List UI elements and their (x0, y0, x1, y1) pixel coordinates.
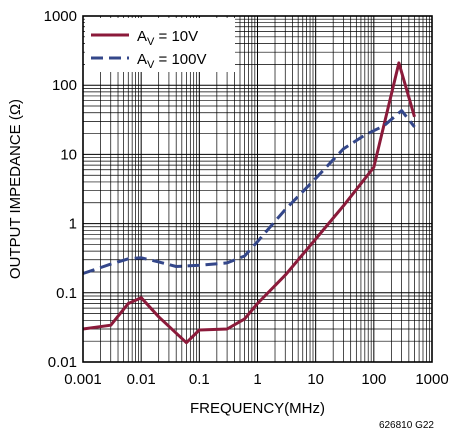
series-line-av-10v (82, 61, 416, 345)
legend: AV = 10V AV = 100V (85, 18, 235, 72)
legend-label: AV = 100V (137, 51, 207, 71)
x-tick-label: 0.01 (127, 371, 156, 388)
x-tick-label: 0.1 (189, 371, 210, 388)
y-tick-label: 1 (69, 216, 77, 233)
series-lines (82, 61, 416, 345)
series-line-av-100v (82, 109, 416, 275)
y-tick-label: 0.01 (48, 354, 77, 371)
x-tick-label: 1 (253, 371, 261, 388)
x-tick-label: 1000 (415, 371, 448, 388)
y-tick-label: 100 (52, 77, 77, 94)
y-tick-label: 10 (60, 146, 77, 163)
chart-grid (83, 16, 432, 362)
x-tick-label: 100 (361, 371, 386, 388)
x-tick-labels: 0.001 0.01 0.1 1 10 100 1000 (64, 371, 448, 388)
figure-id: 626810 G22 (379, 420, 434, 431)
x-tick-label: 10 (307, 371, 324, 388)
y-tick-label: 0.1 (56, 285, 77, 302)
legend-background (85, 18, 235, 72)
x-tick-label: 0.001 (64, 371, 102, 388)
y-axis-title: OUTPUT IMPEDANCE (Ω) (7, 99, 24, 279)
y-tick-label: 1000 (44, 8, 77, 25)
legend-label: AV = 10V (137, 28, 198, 48)
plot-frame (82, 15, 433, 363)
y-tick-labels: 0.01 0.1 1 10 100 1000 (44, 8, 77, 371)
x-axis-title: FREQUENCY(MHz) (190, 400, 325, 417)
